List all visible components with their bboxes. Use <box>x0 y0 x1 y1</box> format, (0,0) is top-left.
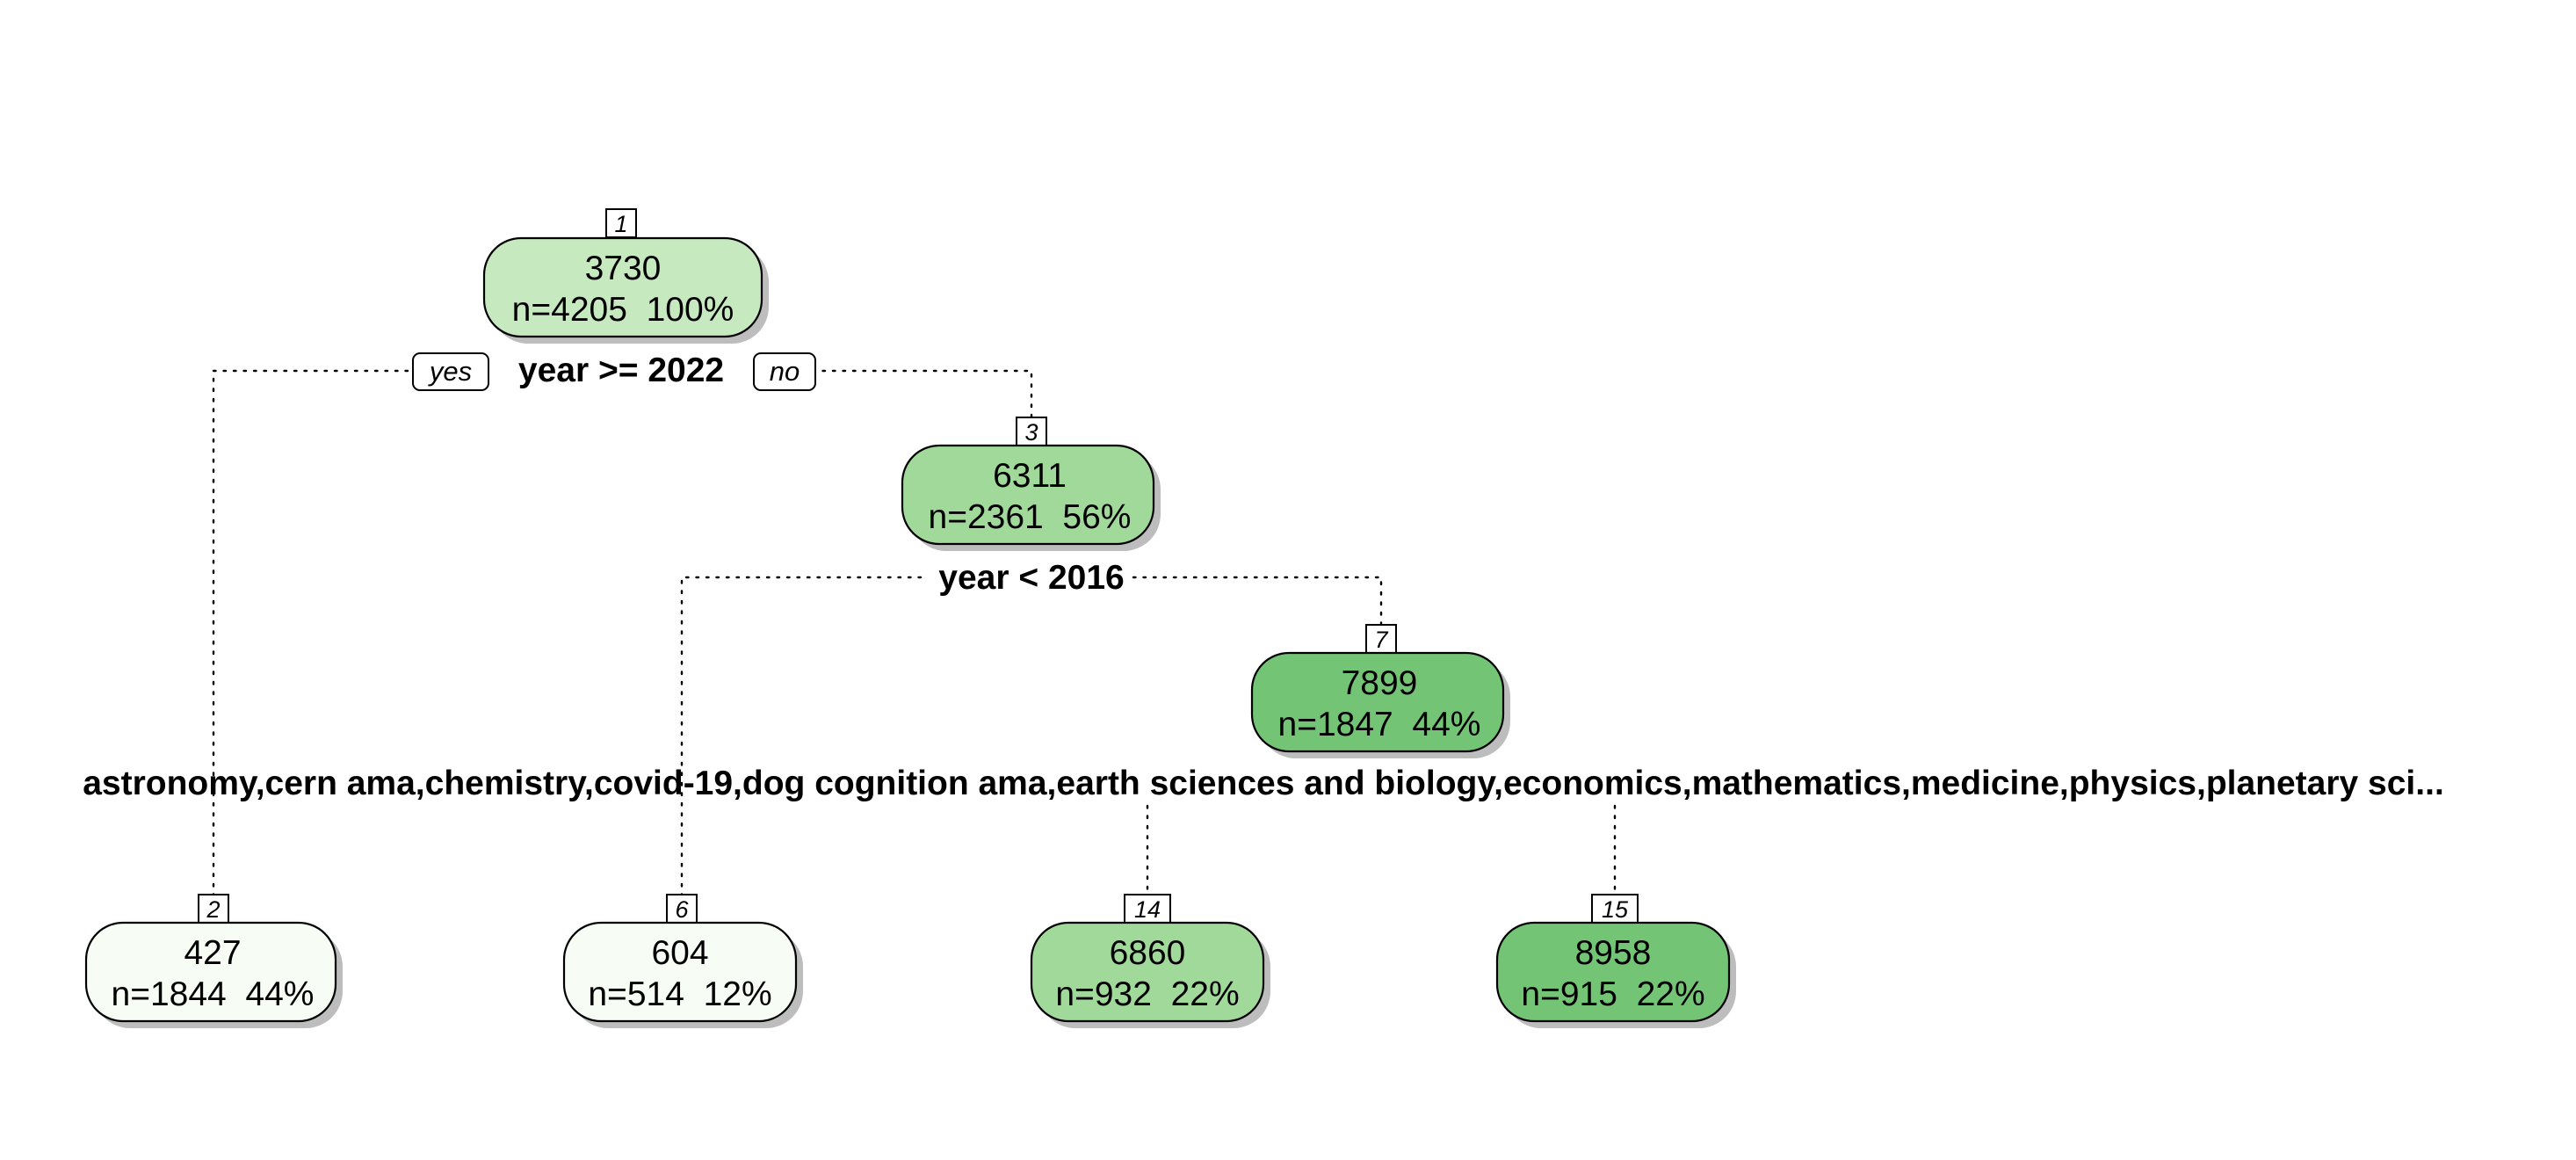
split-1: yes year >= 2022 no <box>412 352 816 391</box>
tree-node-6: 6 604 n=514 12% <box>562 894 803 1028</box>
node-box <box>1495 921 1731 1023</box>
node-id-box <box>1365 624 1397 654</box>
split-label-year-ge-2022: year >= 2022 <box>518 352 724 389</box>
node-id: 14 <box>1134 896 1161 923</box>
tree-node-15: 15 8958 n=915 22% <box>1495 894 1736 1028</box>
edge-3-6 <box>680 576 930 898</box>
edge-1-2 <box>212 369 415 898</box>
node-box <box>562 921 798 1023</box>
node-id-box <box>1124 894 1171 924</box>
node-box <box>84 921 337 1023</box>
no-label-box <box>753 352 816 391</box>
tree-node-7: 7 7899 n=1847 44% <box>1250 624 1510 758</box>
node-stats: n=1844 44% <box>112 975 315 1013</box>
edge-1-3 <box>811 369 1033 422</box>
node-id: 7 <box>1374 627 1388 653</box>
node-value: 6311 <box>993 457 1067 495</box>
tree-node-14: 14 6860 n=932 22% <box>1030 894 1270 1028</box>
node-id: 1 <box>614 211 627 237</box>
node-box <box>1030 921 1265 1023</box>
split-label-topics: astronomy,cern ama,chemistry,covid-19,do… <box>83 765 2444 802</box>
tree-node-1: 1 3730 n=4205 100% <box>482 208 769 344</box>
node-stats: n=2361 56% <box>929 498 1132 536</box>
node-value: 7899 <box>1342 664 1418 702</box>
tree-node-3: 3 6311 n=2361 56% <box>901 417 1161 551</box>
yes-label: yes <box>428 356 472 387</box>
node-value: 604 <box>651 934 708 972</box>
node-id-box <box>666 894 698 924</box>
node-stats: n=932 22% <box>1055 975 1239 1013</box>
node-box <box>901 444 1155 546</box>
node-stats: n=4205 100% <box>512 291 734 329</box>
node-id-box <box>1016 417 1047 446</box>
tree-node-2: 2 427 n=1844 44% <box>84 894 343 1028</box>
node-value: 3730 <box>585 250 662 287</box>
no-label: no <box>770 356 800 387</box>
node-id: 15 <box>1602 896 1629 923</box>
node-value: 8958 <box>1575 934 1652 972</box>
edge-3-7 <box>1132 576 1383 629</box>
node-stats: n=514 12% <box>588 975 771 1013</box>
yes-label-box <box>412 352 489 391</box>
node-stats: n=915 22% <box>1521 975 1704 1013</box>
node-id: 2 <box>206 896 220 923</box>
node-value: 427 <box>184 934 241 972</box>
node-stats: n=1847 44% <box>1278 706 1481 743</box>
node-id: 6 <box>675 896 689 923</box>
node-box <box>482 236 763 338</box>
node-value: 6860 <box>1110 934 1186 972</box>
node-id: 3 <box>1024 419 1038 446</box>
split-label-year-lt-2016: year < 2016 <box>938 559 1124 597</box>
tree-edges <box>212 369 1617 898</box>
node-box <box>1250 651 1505 753</box>
